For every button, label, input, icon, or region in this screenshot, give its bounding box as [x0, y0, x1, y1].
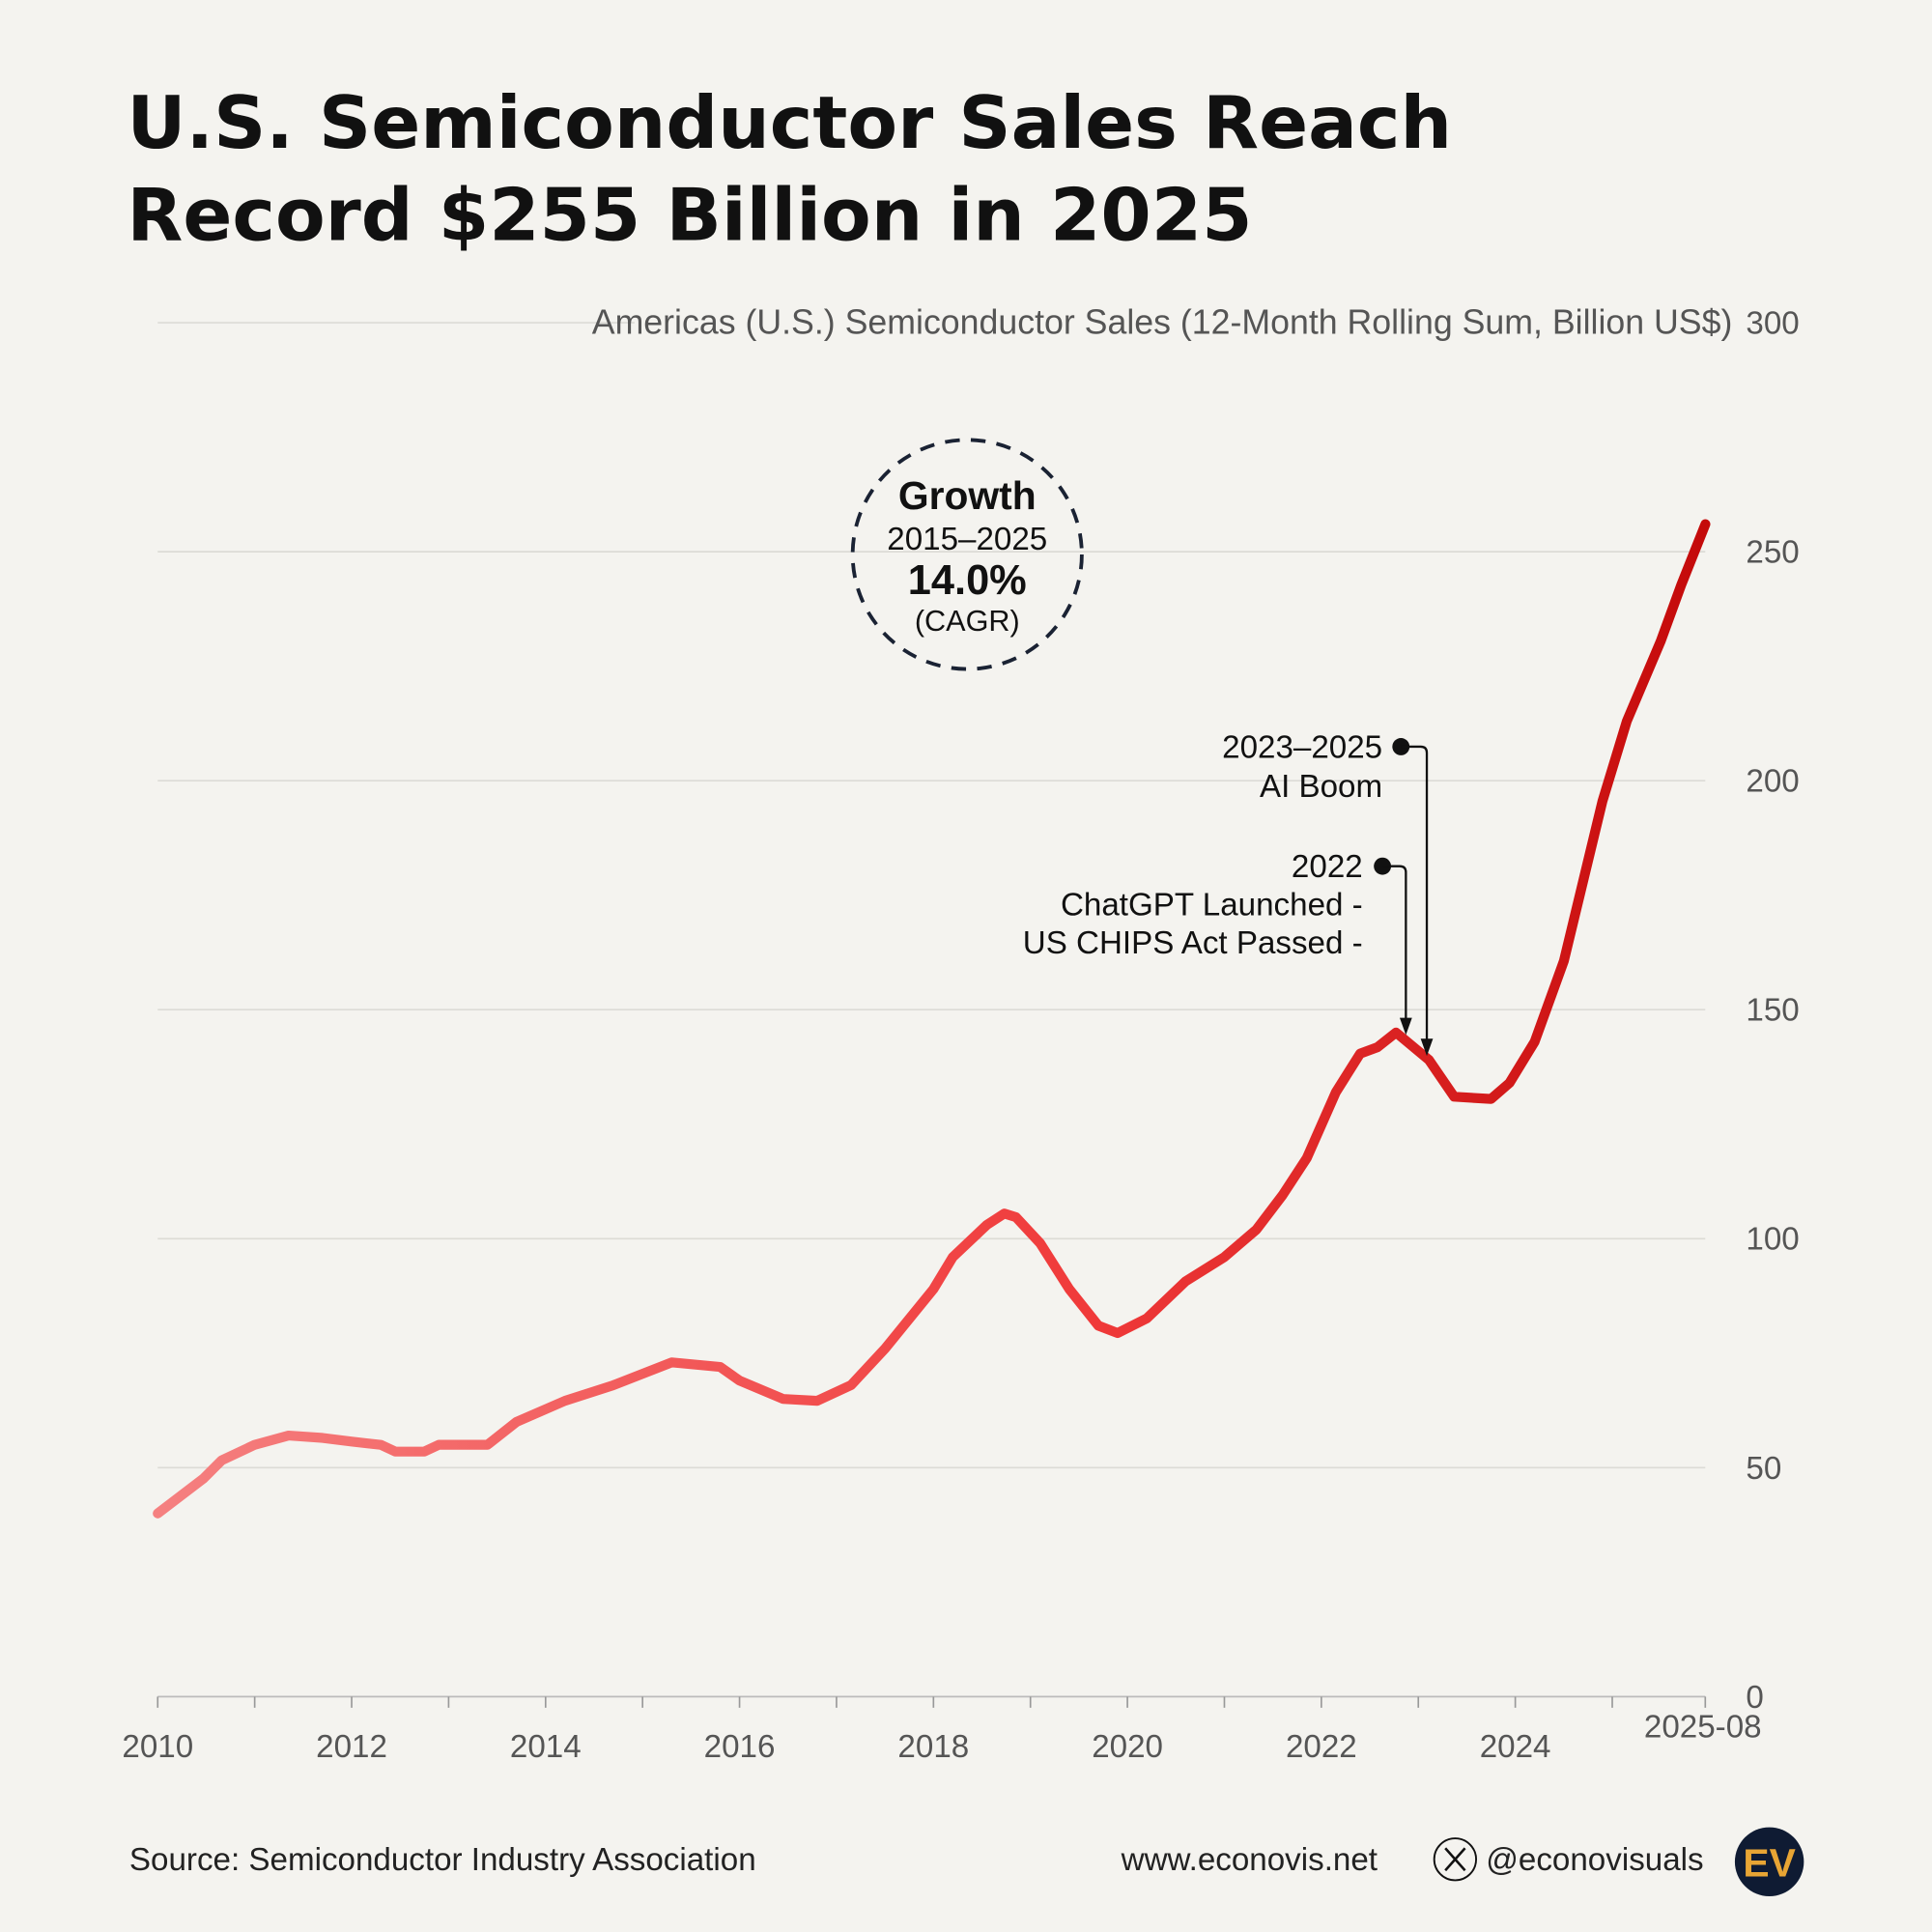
y-axis-label: Americas (U.S.) Semiconductor Sales (12-…	[592, 303, 1733, 342]
x-logo-icon	[1433, 1837, 1478, 1882]
title-line-2: Record $255 Billion in 2025	[127, 173, 1252, 258]
annotation-2022-chatgpt: ChatGPT Launched -	[1061, 888, 1363, 923]
x-tick-label: 2018	[897, 1729, 969, 1765]
growth-badge: Growth 2015–2025 14.0% (CAGR)	[850, 438, 1084, 671]
title-line-1: U.S. Semiconductor Sales Reach	[127, 80, 1452, 165]
x-tick-label: 2024	[1480, 1729, 1551, 1765]
x-tick-label: 2022	[1286, 1729, 1357, 1765]
sales-line	[153, 519, 1711, 1519]
econovis-logo: EV	[1734, 1827, 1804, 1897]
dashed-circle	[850, 438, 1084, 671]
website-link[interactable]: www.econovis.net	[1121, 1842, 1378, 1878]
annotation-2022-year: 2022	[1292, 849, 1363, 885]
y-tick-label: 0	[1746, 1680, 1763, 1716]
y-tick-label: 200	[1746, 764, 1799, 800]
annotation-2022-chips: US CHIPS Act Passed -	[1023, 925, 1363, 961]
x-tick-label: 2016	[704, 1729, 776, 1765]
y-ticks: 0 50 100 150 200 250 300	[1746, 306, 1799, 1716]
annotation-2022: 2022 ChatGPT Launched - US CHIPS Act Pas…	[1023, 849, 1412, 1036]
y-tick-label: 150	[1746, 993, 1799, 1029]
x-tick-label: 2014	[510, 1729, 582, 1765]
gridlines	[157, 322, 1706, 1469]
logo-text: EV	[1743, 1841, 1795, 1886]
x-tick-label: 2025-08	[1644, 1709, 1762, 1745]
source-text: Source: Semiconductor Industry Associati…	[129, 1842, 756, 1878]
growth-unit: (CAGR)	[915, 605, 1020, 638]
y-tick-label: 250	[1746, 535, 1799, 571]
y-tick-label: 100	[1746, 1222, 1799, 1258]
growth-heading: Growth	[898, 473, 1037, 518]
x-ticks: 2010 2012 2014 2016 2018 2020 2022 2024 2025-08	[122, 1695, 1762, 1765]
x-tick-label: 2010	[122, 1729, 193, 1765]
y-tick-label: 300	[1746, 306, 1799, 342]
annotation-ai-boom: 2023–2025 AI Boom	[1222, 729, 1434, 1057]
social-handle[interactable]: @econovisuals	[1486, 1842, 1703, 1878]
growth-value: 14.0%	[908, 557, 1027, 604]
y-tick-label: 50	[1746, 1451, 1781, 1487]
annotation-ai-boom-label: AI Boom	[1260, 769, 1382, 805]
x-tick-label: 2020	[1092, 1729, 1163, 1765]
x-tick-label: 2012	[316, 1729, 387, 1765]
annotation-ai-boom-years: 2023–2025	[1222, 729, 1382, 765]
growth-period: 2015–2025	[887, 522, 1047, 557]
